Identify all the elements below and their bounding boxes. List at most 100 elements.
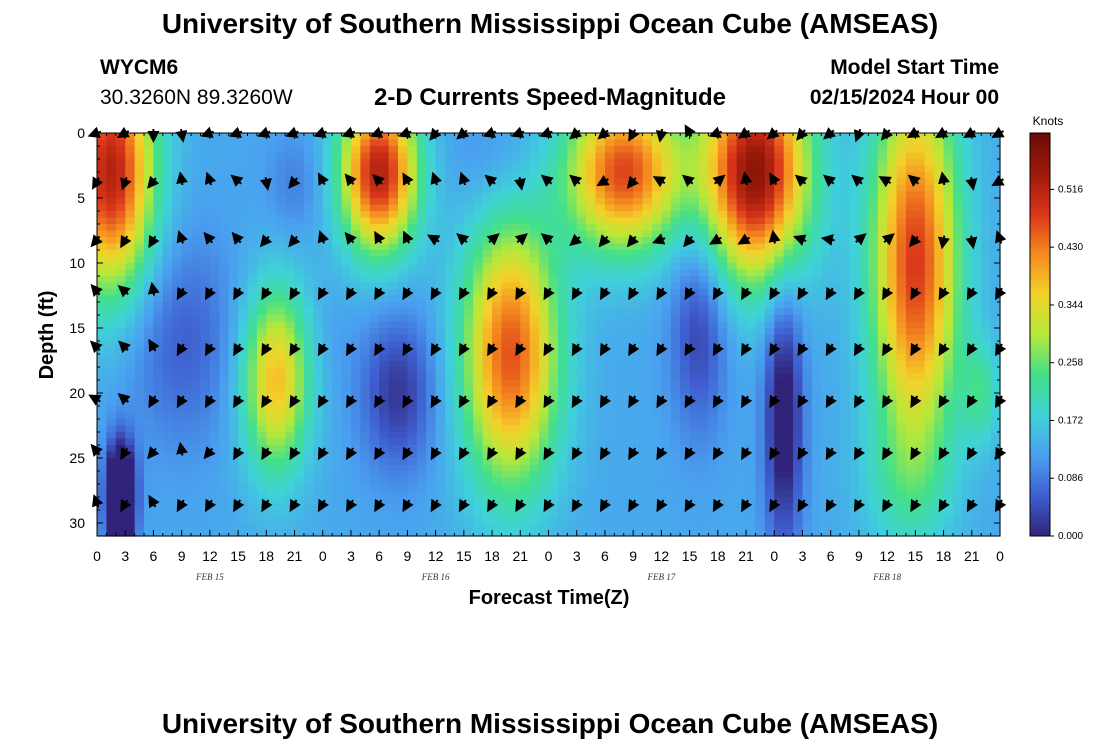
- heatmap-cell: [492, 477, 503, 485]
- heatmap-cell: [416, 341, 427, 349]
- heatmap-cell: [717, 510, 728, 518]
- heatmap-cell: [144, 185, 155, 193]
- heatmap-cell: [125, 510, 136, 518]
- heatmap-cell: [266, 269, 277, 277]
- heatmap-cell: [764, 217, 775, 225]
- heatmap-cell: [501, 412, 512, 420]
- heatmap-cell: [501, 185, 512, 193]
- heatmap-cell: [539, 152, 550, 160]
- heatmap-cell: [727, 276, 738, 284]
- heatmap-cell: [266, 477, 277, 485]
- heatmap-cell: [275, 529, 286, 537]
- heatmap-cell: [774, 282, 785, 290]
- heatmap-cell: [586, 159, 597, 167]
- heatmap-cell: [398, 185, 409, 193]
- heatmap-cell: [793, 484, 804, 492]
- heatmap-cell: [520, 490, 531, 498]
- heatmap-cell: [501, 282, 512, 290]
- heatmap-cell: [793, 256, 804, 264]
- heatmap-cell: [256, 295, 267, 303]
- heatmap-cell: [586, 172, 597, 180]
- heatmap-cell: [821, 243, 832, 251]
- heatmap-cell: [642, 328, 653, 336]
- heatmap-cell: [576, 432, 587, 440]
- heatmap-cell: [144, 432, 155, 440]
- heatmap-cell: [407, 347, 418, 355]
- heatmap-cell: [435, 432, 446, 440]
- heatmap-cell: [115, 224, 126, 232]
- heatmap-cell: [294, 204, 305, 212]
- heatmap-cell: [219, 438, 230, 446]
- heatmap-cell: [473, 347, 484, 355]
- heatmap-cell: [454, 373, 465, 381]
- heatmap-cell: [144, 438, 155, 446]
- heatmap-cell: [388, 308, 399, 316]
- heatmap-cell: [360, 172, 371, 180]
- heatmap-cell: [247, 256, 258, 264]
- heatmap-cell: [539, 438, 550, 446]
- heatmap-cell: [115, 217, 126, 225]
- heatmap-cell: [426, 276, 437, 284]
- heatmap-cell: [708, 458, 719, 466]
- heatmap-cell: [821, 256, 832, 264]
- heatmap-cell: [313, 406, 324, 414]
- heatmap-cell: [322, 159, 333, 167]
- heatmap-cell: [473, 211, 484, 219]
- heatmap-cell: [247, 484, 258, 492]
- heatmap-cell: [689, 159, 700, 167]
- heatmap-cell: [275, 497, 286, 505]
- heatmap-cell: [322, 406, 333, 414]
- heatmap-cell: [407, 373, 418, 381]
- heatmap-cell: [811, 328, 822, 336]
- heatmap-cell: [736, 510, 747, 518]
- heatmap-cell: [633, 191, 644, 199]
- heatmap-cell: [736, 354, 747, 362]
- heatmap-cell: [144, 172, 155, 180]
- heatmap-cell: [651, 419, 662, 427]
- heatmap-cell: [557, 198, 568, 206]
- heatmap-cell: [811, 386, 822, 394]
- heatmap-cell: [247, 386, 258, 394]
- heatmap-cell: [191, 269, 202, 277]
- heatmap-cell: [849, 159, 860, 167]
- heatmap-cell: [783, 451, 794, 459]
- heatmap-cell: [774, 529, 785, 537]
- heatmap-cell: [153, 152, 164, 160]
- heatmap-cell: [482, 302, 493, 310]
- heatmap-cell: [811, 503, 822, 511]
- heatmap-cell: [379, 464, 390, 472]
- heatmap-cell: [256, 302, 267, 310]
- heatmap-cell: [802, 406, 813, 414]
- heatmap-cell: [492, 438, 503, 446]
- heatmap-cell: [840, 503, 851, 511]
- heatmap-cell: [689, 269, 700, 277]
- heatmap-cell: [492, 276, 503, 284]
- heatmap-cell: [670, 503, 681, 511]
- heatmap-cell: [106, 516, 117, 524]
- heatmap-cell: [303, 510, 314, 518]
- heatmap-cell: [426, 386, 437, 394]
- heatmap-cell: [398, 458, 409, 466]
- heatmap-cell: [623, 425, 634, 433]
- heatmap-cell: [341, 477, 352, 485]
- heatmap-cell: [256, 523, 267, 531]
- heatmap-cell: [651, 198, 662, 206]
- heatmap-cell: [548, 510, 559, 518]
- heatmap-cell: [332, 477, 343, 485]
- heatmap-cell: [275, 204, 286, 212]
- heatmap-cell: [576, 451, 587, 459]
- heatmap-cell: [313, 529, 324, 537]
- heatmap-cell: [106, 477, 117, 485]
- heatmap-cell: [586, 139, 597, 147]
- heatmap-cell: [840, 367, 851, 375]
- heatmap-cell: [802, 302, 813, 310]
- heatmap-cell: [445, 172, 456, 180]
- heatmap-cell: [407, 406, 418, 414]
- heatmap-cell: [642, 354, 653, 362]
- heatmap-cell: [811, 198, 822, 206]
- heatmap-cell: [529, 373, 540, 381]
- heatmap-cell: [651, 490, 662, 498]
- heatmap-cell: [708, 432, 719, 440]
- heatmap-cell: [510, 373, 521, 381]
- heatmap-cell: [275, 360, 286, 368]
